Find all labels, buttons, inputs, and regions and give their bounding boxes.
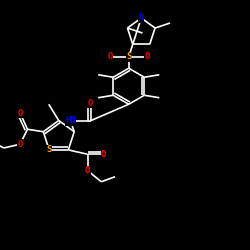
Text: O: O — [88, 99, 93, 108]
Text: O: O — [101, 150, 106, 159]
Text: O: O — [17, 140, 23, 149]
Text: N: N — [138, 14, 144, 22]
Text: HN: HN — [65, 116, 76, 125]
Text: S: S — [126, 52, 132, 61]
Text: O: O — [17, 108, 23, 118]
Text: O: O — [107, 52, 113, 61]
Text: S: S — [46, 146, 52, 154]
Text: O: O — [85, 166, 90, 175]
Text: O: O — [145, 52, 150, 61]
